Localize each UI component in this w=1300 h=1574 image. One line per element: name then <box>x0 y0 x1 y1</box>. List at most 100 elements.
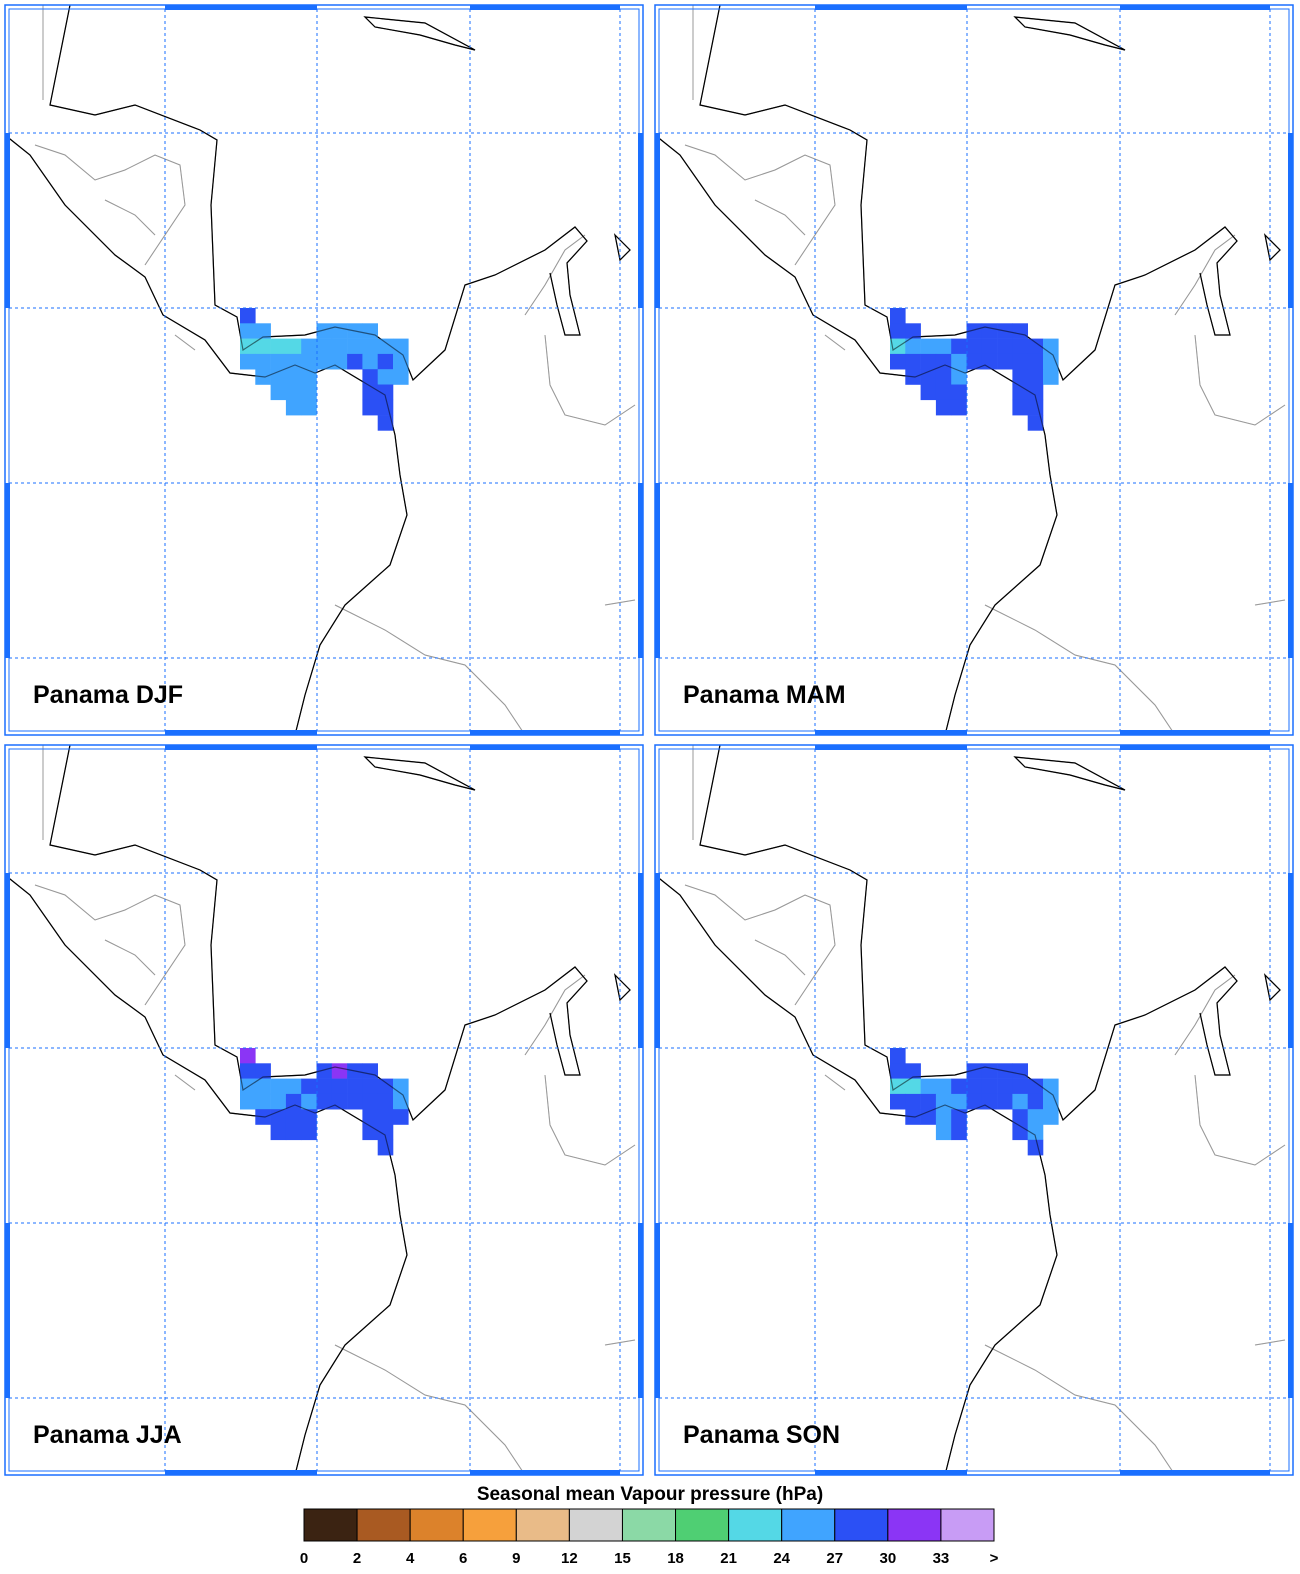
grid-cell <box>285 338 302 355</box>
grid-cell <box>285 384 302 401</box>
grid-cell <box>935 369 952 385</box>
grid-cell <box>981 1078 998 1095</box>
colorbar-box <box>356 1508 411 1542</box>
frame-tick <box>1288 483 1293 658</box>
grid-cell <box>316 338 333 355</box>
frame <box>658 8 1290 732</box>
grid-cell <box>270 384 287 401</box>
grid-cell <box>966 323 983 339</box>
grid-cell <box>316 1063 333 1079</box>
grid-cell <box>255 1078 271 1095</box>
grid-cell <box>966 338 983 355</box>
grid-cell <box>905 338 921 355</box>
frame-tick <box>470 5 620 10</box>
grid-cell <box>997 1078 1013 1095</box>
grid-cell <box>393 1078 409 1095</box>
frame <box>8 8 640 732</box>
grid-cell <box>362 338 378 355</box>
grid-cell <box>905 323 921 339</box>
grid-cell <box>362 369 378 385</box>
grid-cell <box>377 1139 394 1156</box>
colorbar-box <box>940 1508 995 1542</box>
grid-cell <box>301 353 317 370</box>
colorbar-box <box>303 1508 358 1542</box>
grid-cell <box>890 353 906 370</box>
grid-cell <box>393 369 409 385</box>
grid-cell <box>951 384 967 401</box>
grid-cell <box>1027 415 1044 431</box>
grid-cell <box>951 1078 967 1095</box>
panel-label: Panama JJA <box>33 1421 182 1449</box>
grid-cell <box>270 1093 287 1110</box>
grid-cell <box>935 1124 952 1141</box>
grid-cell <box>393 1109 409 1125</box>
grid-cell <box>920 384 937 401</box>
grid-cell <box>331 1078 348 1095</box>
grid-cell <box>362 353 378 370</box>
grid-cell <box>981 323 998 339</box>
frame-tick <box>470 730 620 735</box>
grid-cell <box>316 323 333 339</box>
colorbar-box <box>675 1508 730 1542</box>
frame-tick <box>1288 1223 1293 1398</box>
grid-cell <box>1012 338 1028 355</box>
grid-cell <box>362 1109 378 1125</box>
frame-tick <box>655 873 660 1048</box>
grid-cell <box>347 353 363 370</box>
grid-cell <box>377 399 394 416</box>
frame-tick <box>5 133 10 308</box>
grid-cell <box>1043 338 1059 355</box>
grid-cell <box>935 1078 952 1095</box>
grid-cell <box>240 323 256 339</box>
grid-cell <box>966 1078 983 1095</box>
grid-cell <box>951 338 967 355</box>
colorbar-tick-label: 30 <box>880 1550 897 1567</box>
grid-cell <box>981 338 998 355</box>
panel-label: Panama DJF <box>33 681 183 709</box>
frame-tick <box>655 1223 660 1398</box>
grid-cell <box>1043 1109 1059 1125</box>
frame-tick <box>655 483 660 658</box>
grid-cell <box>890 1048 906 1064</box>
grid-cell <box>951 1124 967 1141</box>
grid-cell <box>951 399 967 416</box>
frame-tick <box>470 1470 620 1475</box>
frame-tick <box>638 873 643 1048</box>
grid-cell <box>362 1124 378 1141</box>
frame-tick <box>1120 745 1270 750</box>
grid-cell <box>951 1093 967 1110</box>
frame-tick <box>815 1470 967 1475</box>
frame-tick <box>1288 873 1293 1048</box>
grid-cell <box>920 1078 937 1095</box>
colorbar-tick-label: 33 <box>933 1550 950 1567</box>
grid-cell <box>347 1078 363 1095</box>
colorbar-tick-label: 24 <box>773 1550 790 1567</box>
frame <box>658 748 1290 1472</box>
colorbar-box <box>515 1508 570 1542</box>
frame <box>8 748 640 1472</box>
map-panel: Panama JJA <box>4 744 644 1476</box>
frame-tick <box>165 730 317 735</box>
grid-cell <box>240 353 256 370</box>
grid-cell <box>270 338 287 355</box>
frame-tick <box>1120 730 1270 735</box>
grid-cell <box>331 323 348 339</box>
frame-tick <box>1288 133 1293 308</box>
colorbar-box <box>728 1508 783 1542</box>
grid-cell <box>301 338 317 355</box>
grid-cell <box>951 369 967 385</box>
colorbar-tick-label: 15 <box>614 1550 631 1567</box>
grid-cell <box>1012 369 1028 385</box>
grid-cell <box>255 338 271 355</box>
frame-tick <box>5 483 10 658</box>
grid-cell <box>1043 369 1059 385</box>
grid-cell <box>935 384 952 401</box>
grid-cell <box>285 1124 302 1141</box>
grid-cell <box>1012 323 1028 339</box>
grid-cell <box>1012 1078 1028 1095</box>
grid-cell <box>1012 353 1028 370</box>
grid-cell <box>935 338 952 355</box>
grid-cell <box>331 1063 348 1079</box>
grid-cell <box>1027 1078 1044 1095</box>
grid-cell <box>1027 1139 1044 1156</box>
